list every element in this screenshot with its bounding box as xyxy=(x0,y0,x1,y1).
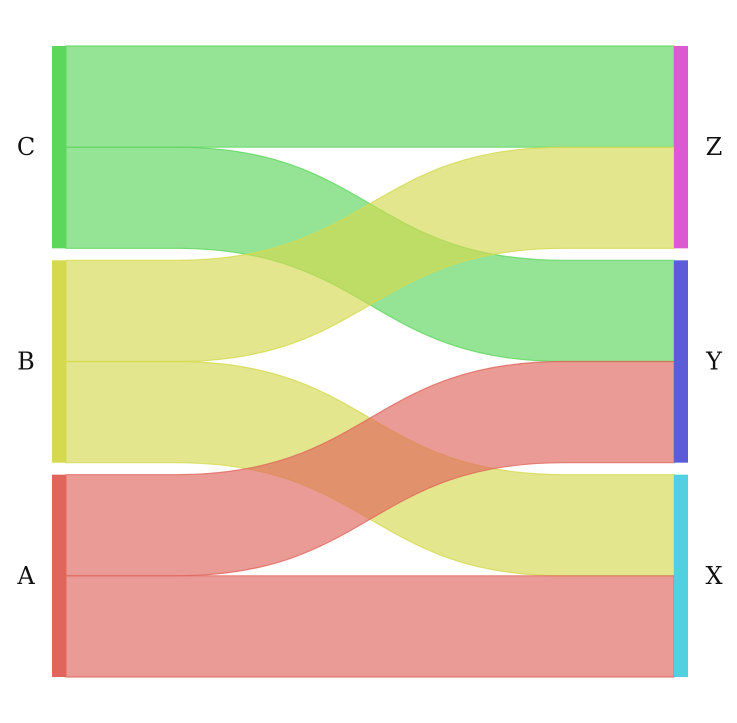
node-label-c: C xyxy=(17,133,35,161)
node-b xyxy=(52,260,66,463)
node-c xyxy=(52,46,66,249)
node-label-a: A xyxy=(16,562,35,590)
node-labels: C B A Z Y X xyxy=(16,133,723,590)
flow-a-to-x xyxy=(65,575,675,678)
node-y xyxy=(674,260,688,463)
node-a xyxy=(52,474,66,677)
flow-links xyxy=(65,45,675,678)
flow-a-to-y xyxy=(65,360,675,577)
node-x xyxy=(674,474,688,677)
node-label-x: X xyxy=(705,562,722,590)
node-label-y: Y xyxy=(705,348,723,376)
nodes xyxy=(52,46,688,677)
node-label-b: B xyxy=(17,348,35,376)
node-label-z: Z xyxy=(706,133,723,161)
node-z xyxy=(674,46,688,249)
flow-c-to-z xyxy=(65,45,675,148)
